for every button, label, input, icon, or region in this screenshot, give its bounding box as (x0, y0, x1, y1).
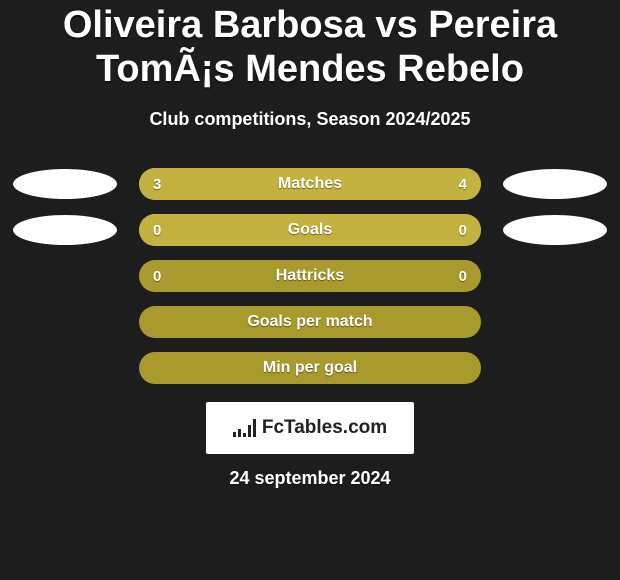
player-left-oval (13, 215, 117, 245)
comparison-row: Goals per match (0, 306, 620, 338)
comparison-row: 00Goals (0, 214, 620, 246)
footer-brand-box: FcTables.com (206, 402, 414, 454)
comparison-rows: 34Matches 00Goals 00Hattricks Goals per mat… (0, 168, 620, 384)
stat-label: Hattricks (139, 260, 481, 292)
stat-bar: 00Goals (139, 214, 481, 246)
page-title: Oliveira Barbosa vs Pereira TomÃ¡s Mende… (0, 0, 620, 91)
player-left-oval (13, 169, 117, 199)
stat-label: Goals (139, 214, 481, 246)
stat-bar: Goals per match (139, 306, 481, 338)
subtitle: Club competitions, Season 2024/2025 (0, 109, 620, 130)
comparison-page: Oliveira Barbosa vs Pereira TomÃ¡s Mende… (0, 0, 620, 580)
stat-label: Matches (139, 168, 481, 200)
stat-label: Min per goal (139, 352, 481, 384)
stat-bar: 00Hattricks (139, 260, 481, 292)
comparison-row: 00Hattricks (0, 260, 620, 292)
stat-bar: Min per goal (139, 352, 481, 384)
stat-bar: 34Matches (139, 168, 481, 200)
player-right-oval (503, 215, 607, 245)
player-right-oval (503, 169, 607, 199)
comparison-row: Min per goal (0, 352, 620, 384)
stat-label: Goals per match (139, 306, 481, 338)
brand-text: FcTables.com (262, 417, 387, 439)
bar-chart-icon (233, 419, 256, 437)
date-label: 24 september 2024 (0, 468, 620, 489)
comparison-row: 34Matches (0, 168, 620, 200)
